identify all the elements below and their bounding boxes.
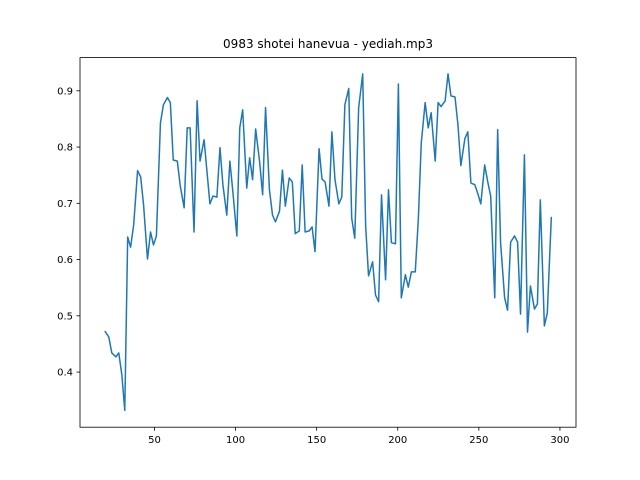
x-tick-label: 100 [226, 435, 245, 446]
x-tick-label: 250 [469, 435, 488, 446]
y-tick-label: 0.9 [57, 86, 73, 97]
y-tick-label: 0.6 [57, 255, 73, 266]
x-tick-label: 300 [550, 435, 569, 446]
y-tick-label: 0.5 [57, 311, 73, 322]
data-line [104, 73, 553, 412]
x-tick-label: 50 [148, 435, 161, 446]
x-tick-label: 200 [388, 435, 407, 446]
chart-title: 0983 shotei hanevua - yediah.mp3 [223, 37, 433, 51]
x-tick-label: 150 [307, 435, 326, 446]
y-tick-label: 0.4 [57, 368, 73, 379]
y-tick-label: 0.8 [57, 143, 73, 154]
axes-frame [79, 57, 577, 428]
y-tick-label: 0.7 [57, 199, 73, 210]
